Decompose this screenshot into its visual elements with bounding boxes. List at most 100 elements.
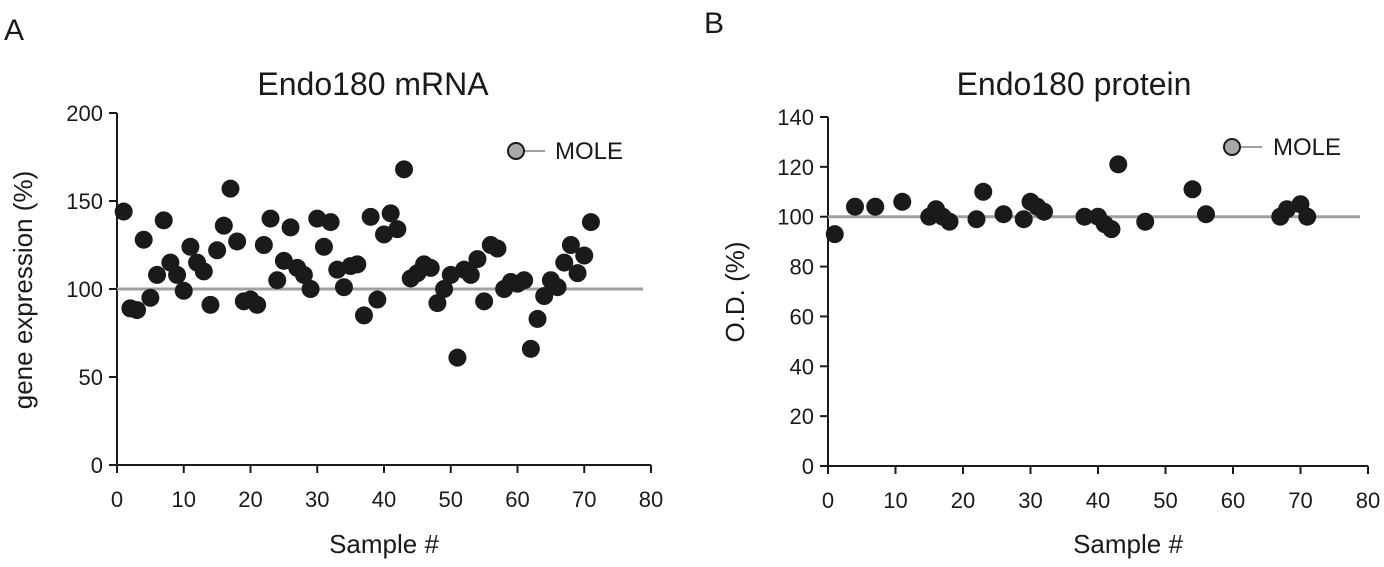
panel-a-y-tick-label: 100 [66, 277, 103, 302]
panel-a-data-point [488, 239, 507, 258]
panel-a-data-point [468, 250, 487, 269]
panel-a-legend-label: MOLE [555, 138, 623, 165]
panel-b-data-point [1197, 205, 1215, 224]
panel-b-points [825, 155, 1317, 244]
panel-b-x-tick-label: 0 [822, 488, 834, 513]
panel-b-data-point [1014, 210, 1033, 229]
panel-a-data-point [448, 348, 467, 367]
panel-b-x-axis-label: Sample # [1073, 529, 1183, 559]
panel-a-data-point [301, 280, 320, 298]
panel-b-letter: B [704, 7, 724, 40]
panel-a-data-point [334, 278, 353, 297]
panel-b-y-tick-label: 40 [790, 354, 814, 379]
panel-a-data-point [421, 258, 440, 277]
panel-b-x-tick-label: 70 [1288, 488, 1312, 513]
panel-a-data-point [168, 265, 187, 284]
panel-b-y-axis-label: O.D. (%) [720, 241, 750, 342]
panel-b-data-point [825, 225, 844, 244]
panel-b-data-point [1102, 220, 1121, 239]
panel-a-data-point [528, 309, 547, 328]
panel-a-x-tick-label: 40 [372, 487, 396, 512]
panel-a: A Endo180 mRNA gene expression (%) Sampl… [4, 14, 663, 559]
panel-a-data-point [221, 179, 240, 198]
panel-a-data-point [274, 251, 293, 270]
panel-b-data-point [1298, 207, 1317, 226]
panel-b-data-point [940, 212, 959, 231]
panel-a-data-point [515, 271, 534, 290]
panel-b-data-point [893, 192, 912, 211]
panel-a-data-point [548, 278, 567, 297]
panel-b-data-point [1075, 207, 1094, 226]
panel-a-data-point [361, 207, 380, 226]
panel-b-x-tick-label: 80 [1356, 488, 1380, 513]
panel-a-data-point [268, 271, 287, 290]
panel-a-y-tick-label: 150 [66, 189, 103, 214]
panel-b-y-tick-label: 100 [777, 205, 814, 230]
panel-a-data-point [435, 280, 454, 298]
panel-a-x-tick-label: 70 [572, 487, 596, 512]
panel-b-y-ticks: 0 20 40 60 80 100 120 140 [777, 105, 828, 479]
panel-a-y-ticks: 0 50 100 150 200 [66, 101, 117, 478]
panel-b-y-tick-label: 0 [802, 454, 814, 479]
panel-a-x-tick-label: 10 [172, 487, 196, 512]
panel-a-x-tick-label: 60 [505, 487, 529, 512]
panel-a-data-point [568, 264, 587, 283]
panel-b-data-point [994, 205, 1013, 224]
panel-b-data-point [974, 182, 993, 201]
panel-a-data-point [214, 216, 233, 235]
panel-b-legend-label: MOLE [1273, 134, 1341, 161]
panel-b-y-tick-label: 120 [777, 155, 814, 180]
panel-a-data-point [368, 290, 387, 309]
panel-a-data-point [114, 202, 133, 221]
panel-b-legend-marker [1223, 138, 1241, 156]
panel-b-data-point [967, 210, 986, 229]
panel-b-data-point [1109, 155, 1128, 174]
panel-a-x-tick-label: 0 [111, 487, 123, 512]
panel-b-data-point [1278, 200, 1296, 219]
panel-a-points [114, 160, 600, 367]
panel-a-data-point [194, 262, 213, 281]
panel-a-letter: A [4, 14, 24, 47]
panel-a-x-tick-label: 80 [639, 487, 663, 512]
panel-a-data-point [228, 232, 247, 251]
panel-b-y-tick-label: 20 [790, 404, 814, 429]
panel-a-y-tick-label: 0 [91, 453, 103, 478]
panel-a-title: Endo180 mRNA [257, 66, 489, 102]
panel-a-data-point [201, 295, 220, 314]
panel-b-x-tick-label: 20 [951, 488, 975, 513]
panel-b-x-tick-label: 40 [1086, 488, 1110, 513]
panel-a-data-point [581, 213, 600, 232]
panel-a-data-point [294, 265, 313, 284]
panel-a-data-point [174, 281, 193, 300]
panel-a-data-point [134, 230, 153, 249]
panel-a-data-point [575, 246, 594, 265]
panel-a-y-tick-label: 50 [79, 365, 103, 390]
panel-a-data-point [154, 211, 173, 230]
panel-a-data-point [535, 287, 554, 306]
panel-a-x-tick-label: 50 [439, 487, 463, 512]
panel-a-x-axis-label: Sample # [329, 529, 439, 559]
panel-a-data-point [348, 255, 367, 274]
panel-a-x-tick-label: 20 [238, 487, 262, 512]
panel-a-data-point [381, 204, 400, 223]
panel-a-y-axis-label: gene expression (%) [8, 171, 38, 409]
panel-a-legend: MOLE [507, 138, 623, 165]
panel-a-data-point [395, 160, 414, 179]
panel-a-data-point [461, 265, 480, 284]
panel-b-x-tick-label: 10 [883, 488, 907, 513]
panel-a-data-point [321, 213, 340, 232]
panel-a-data-point [428, 294, 447, 313]
panel-b-y-tick-label: 80 [790, 255, 814, 280]
panel-a-data-point [555, 253, 574, 272]
panel-a-data-point [521, 339, 540, 358]
panel-b-data-point [1183, 180, 1202, 199]
panel-b-y-tick-label: 60 [790, 304, 814, 329]
panel-a-x-ticks: 0 10 20 30 40 50 60 70 80 [111, 465, 663, 512]
panel-a-data-point [141, 288, 160, 307]
panel-a-data-point [128, 301, 147, 320]
panel-b-data-point [846, 197, 864, 216]
panel-b-x-tick-label: 60 [1221, 488, 1245, 513]
panel-a-x-tick-label: 30 [305, 487, 329, 512]
panel-a-data-point [475, 292, 494, 311]
panel-a-data-point [261, 209, 280, 228]
